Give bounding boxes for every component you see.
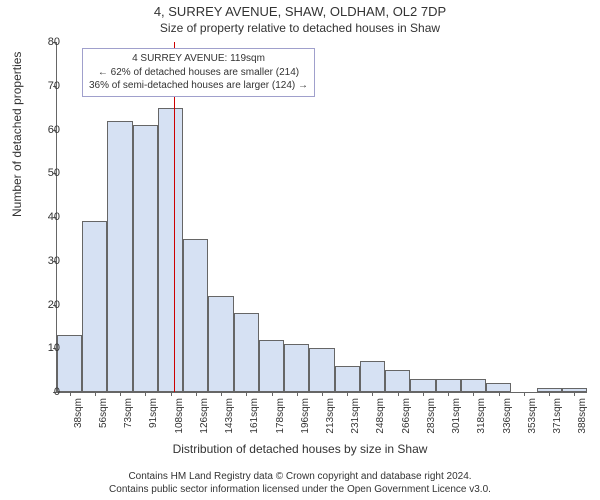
histogram-bar <box>208 296 233 392</box>
xtick-mark <box>398 392 399 396</box>
xtick-label: 353sqm <box>527 398 538 434</box>
xtick-label: 91sqm <box>148 398 159 428</box>
histogram-bar <box>436 379 461 392</box>
x-axis-label: Distribution of detached houses by size … <box>0 442 600 456</box>
xtick-mark <box>473 392 474 396</box>
histogram-bar <box>133 125 158 392</box>
xtick-label: 56sqm <box>98 398 109 428</box>
xtick-mark <box>145 392 146 396</box>
histogram-bar <box>309 348 334 392</box>
ytick-label: 0 <box>30 386 60 398</box>
ytick-label: 40 <box>30 211 60 223</box>
xtick-mark <box>372 392 373 396</box>
ytick-label: 10 <box>30 342 60 354</box>
xtick-mark <box>70 392 71 396</box>
xtick-mark <box>120 392 121 396</box>
histogram-bar <box>107 121 132 392</box>
histogram-bar <box>486 383 511 392</box>
histogram-bar <box>410 379 435 392</box>
ytick-label: 20 <box>30 299 60 311</box>
ytick-label: 50 <box>30 167 60 179</box>
footer-line2: Contains public sector information licen… <box>0 483 600 496</box>
histogram-bar <box>385 370 410 392</box>
xtick-label: 248sqm <box>375 398 386 434</box>
xtick-mark <box>272 392 273 396</box>
histogram-bar <box>234 313 259 392</box>
xtick-label: 178sqm <box>275 398 286 434</box>
xtick-label: 283sqm <box>426 398 437 434</box>
xtick-label: 73sqm <box>123 398 134 428</box>
annotation-box: 4 SURREY AVENUE: 119sqm ← 62% of detache… <box>82 48 315 97</box>
y-axis-label: Number of detached properties <box>10 52 24 217</box>
xtick-label: 161sqm <box>249 398 260 434</box>
histogram-bar <box>259 340 284 393</box>
xtick-label: 318sqm <box>476 398 487 434</box>
histogram-bar <box>284 344 309 392</box>
xtick-mark <box>221 392 222 396</box>
xtick-mark <box>171 392 172 396</box>
xtick-label: 143sqm <box>224 398 235 434</box>
xtick-mark <box>297 392 298 396</box>
xtick-label: 108sqm <box>174 398 185 434</box>
xtick-label: 126sqm <box>199 398 210 434</box>
xtick-label: 38sqm <box>73 398 84 428</box>
xtick-mark <box>524 392 525 396</box>
xtick-mark <box>574 392 575 396</box>
annotation-line2: ← 62% of detached houses are smaller (21… <box>89 66 308 80</box>
xtick-label: 371sqm <box>552 398 563 434</box>
ytick-label: 80 <box>30 36 60 48</box>
histogram-bar <box>461 379 486 392</box>
ytick-label: 30 <box>30 255 60 267</box>
xtick-mark <box>499 392 500 396</box>
xtick-label: 336sqm <box>502 398 513 434</box>
chart-subtitle: Size of property relative to detached ho… <box>0 19 600 39</box>
xtick-mark <box>549 392 550 396</box>
xtick-mark <box>347 392 348 396</box>
ytick-label: 70 <box>30 80 60 92</box>
annotation-line1: 4 SURREY AVENUE: 119sqm <box>89 52 308 66</box>
xtick-mark <box>196 392 197 396</box>
histogram-bar <box>82 221 107 392</box>
histogram-bar <box>335 366 360 392</box>
xtick-mark <box>423 392 424 396</box>
chart-title: 4, SURREY AVENUE, SHAW, OLDHAM, OL2 7DP <box>0 0 600 19</box>
xtick-label: 266sqm <box>401 398 412 434</box>
histogram-bar <box>158 108 183 392</box>
xtick-label: 388sqm <box>577 398 588 434</box>
xtick-mark <box>448 392 449 396</box>
xtick-label: 231sqm <box>350 398 361 434</box>
histogram-bar <box>360 361 385 392</box>
annotation-line3: 36% of semi-detached houses are larger (… <box>89 79 308 93</box>
histogram-bar <box>183 239 208 392</box>
chart-footer: Contains HM Land Registry data © Crown c… <box>0 470 600 496</box>
xtick-mark <box>322 392 323 396</box>
xtick-label: 196sqm <box>300 398 311 434</box>
xtick-label: 301sqm <box>451 398 462 434</box>
histogram-bar <box>57 335 82 392</box>
ytick-label: 60 <box>30 124 60 136</box>
footer-line1: Contains HM Land Registry data © Crown c… <box>0 470 600 483</box>
xtick-mark <box>95 392 96 396</box>
chart-container: 4, SURREY AVENUE, SHAW, OLDHAM, OL2 7DP … <box>0 0 600 500</box>
xtick-mark <box>246 392 247 396</box>
xtick-label: 213sqm <box>325 398 336 434</box>
